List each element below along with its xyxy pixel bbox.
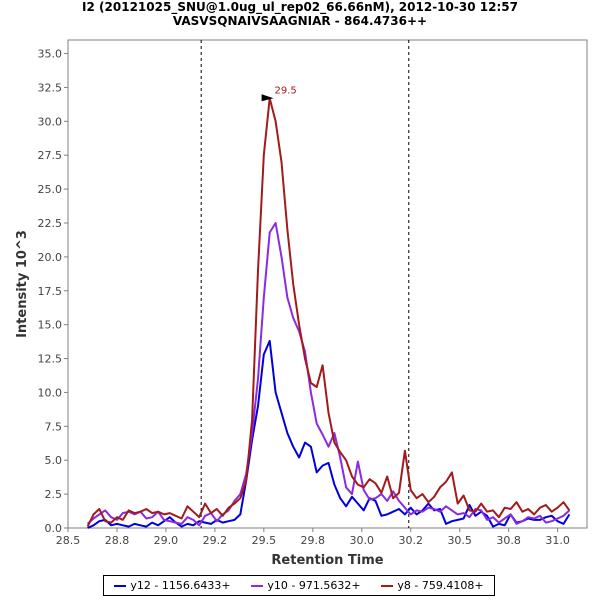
series-line <box>86 97 571 528</box>
y-tick-label: 25.0 <box>38 183 63 196</box>
legend-swatch <box>251 584 264 587</box>
x-tick-label: 30.5 <box>447 534 472 547</box>
legend-entry: y12 - 1156.6433+ <box>114 579 231 592</box>
chart-canvas: 0.0 2.5 5.0 7.5 10.0 12.5 15.0 17.5 20.0 22.5 25.0… <box>15 39 588 568</box>
y-tick-label: 2.5 <box>45 488 63 501</box>
legend-swatch <box>114 584 127 587</box>
x-tick-label: 30.8 <box>496 534 521 547</box>
legend-entry: y8 - 759.4108+ <box>381 579 484 592</box>
y-tick-label: 15.0 <box>38 319 63 332</box>
y-tick-label: 5.0 <box>45 454 63 467</box>
legend-swatch <box>381 584 394 587</box>
y-tick-label: 17.5 <box>38 285 63 298</box>
y-tick-label: 12.5 <box>38 353 63 366</box>
chart-title: I2 (20121025_SNU@1.0ug_ul_rep02_66.66nM)… <box>82 0 518 14</box>
y-tick-label: 7.5 <box>45 420 63 433</box>
legend-entry: y10 - 971.5632+ <box>251 579 361 592</box>
x-tick-label: 29.2 <box>203 534 228 547</box>
y-tick-label: 27.5 <box>38 149 63 162</box>
x-tick-label: 28.8 <box>105 534 130 547</box>
x-tick-label: 30.2 <box>398 534 423 547</box>
series-line <box>86 222 571 527</box>
legend-label: y8 - 759.4108+ <box>397 579 484 592</box>
x-tick-label: 30.0 <box>350 534 375 547</box>
y-tick-label: 10.0 <box>38 386 63 399</box>
legend-label: y12 - 1156.6433+ <box>130 579 231 592</box>
x-tick-label: 31.0 <box>545 534 570 547</box>
chart-subtitle: VASVSQNAIVSAAGNIAR - 864.4736++ <box>172 14 428 28</box>
y-tick-label: 20.0 <box>38 251 63 264</box>
peak-marker <box>261 94 274 102</box>
y-tick-label: 30.0 <box>38 115 63 128</box>
legend: y12 - 1156.6433+ y10 - 971.5632+ y8 - 759.… <box>103 575 495 596</box>
x-tick-label: 29.0 <box>154 534 179 547</box>
y-tick-label: 0.0 <box>45 522 63 535</box>
y-tick-label: 22.5 <box>38 217 63 230</box>
peak-label: 29.5 <box>274 85 296 96</box>
y-axis-label: Intensity 10^3 <box>15 230 30 338</box>
x-tick-label: 29.8 <box>301 534 326 547</box>
y-tick-label: 35.0 <box>38 48 63 61</box>
x-tick-label: 29.5 <box>252 534 277 547</box>
plot-area <box>67 39 588 529</box>
y-tick-label: 32.5 <box>38 81 63 94</box>
x-axis-label: Retention Time <box>271 553 383 568</box>
x-tick-label: 28.5 <box>56 534 81 547</box>
legend-label: y10 - 971.5632+ <box>267 579 361 592</box>
